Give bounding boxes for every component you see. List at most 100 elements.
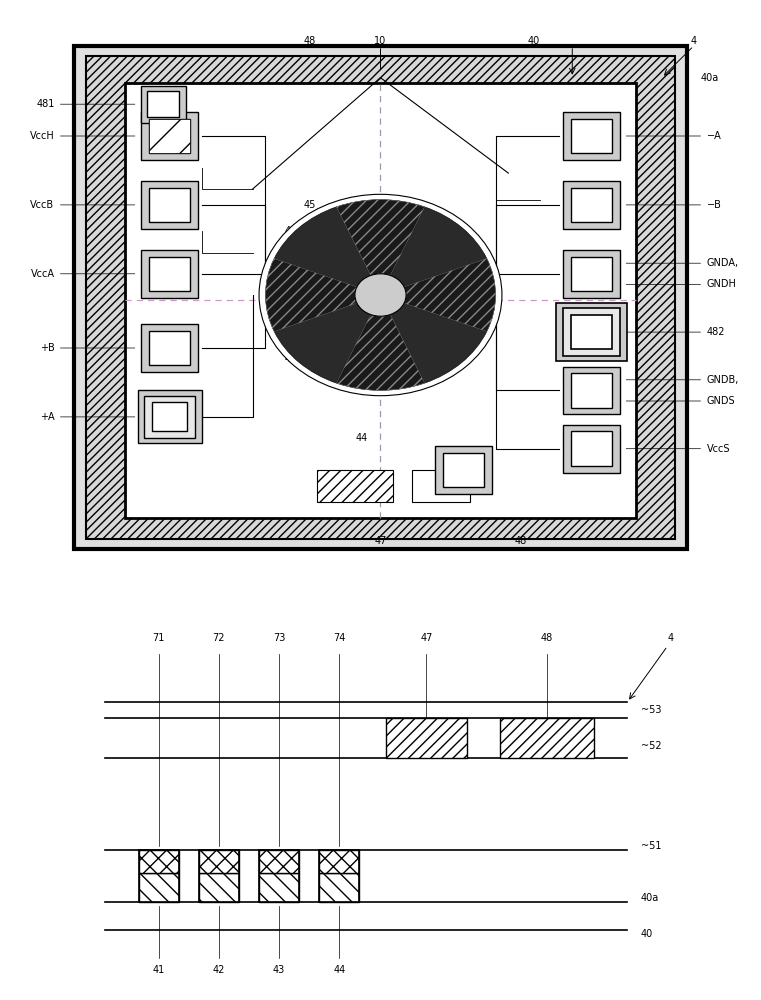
- Text: 41: 41: [266, 258, 278, 268]
- Circle shape: [259, 194, 502, 396]
- Bar: [199, 850, 239, 873]
- Bar: [149, 331, 190, 365]
- Circle shape: [355, 274, 406, 316]
- Wedge shape: [404, 258, 495, 332]
- Bar: [320, 850, 359, 873]
- Text: 48: 48: [515, 536, 527, 546]
- Text: +A: +A: [40, 412, 55, 422]
- Text: 74: 74: [333, 633, 345, 643]
- Text: +B: +B: [40, 343, 55, 353]
- Text: GNDA,: GNDA,: [706, 258, 739, 268]
- Bar: [149, 119, 190, 153]
- Text: 40: 40: [528, 36, 540, 46]
- Wedge shape: [336, 315, 425, 390]
- Text: VccS: VccS: [706, 444, 730, 454]
- Bar: [125, 83, 636, 518]
- Bar: [571, 315, 613, 349]
- Bar: [435, 446, 492, 494]
- Text: −B: −B: [706, 200, 721, 210]
- Text: 47: 47: [374, 536, 387, 546]
- Text: 48: 48: [541, 633, 553, 643]
- Bar: [141, 250, 199, 298]
- Bar: [443, 453, 484, 487]
- Bar: [149, 188, 190, 222]
- Bar: [562, 425, 620, 473]
- Text: 72: 72: [212, 633, 225, 643]
- Text: 73: 73: [273, 633, 285, 643]
- Bar: [562, 250, 620, 298]
- Bar: [259, 850, 299, 873]
- Bar: [138, 390, 202, 443]
- Bar: [141, 181, 199, 229]
- Wedge shape: [274, 303, 371, 383]
- Text: 47: 47: [420, 633, 433, 643]
- Text: 48: 48: [304, 36, 317, 46]
- Bar: [562, 308, 620, 356]
- Text: VccB: VccB: [30, 200, 55, 210]
- Bar: [320, 873, 359, 902]
- Text: 44: 44: [355, 433, 368, 443]
- Bar: [152, 402, 187, 431]
- Wedge shape: [390, 207, 487, 287]
- Text: 42: 42: [457, 253, 470, 263]
- Text: 44: 44: [333, 965, 345, 975]
- Bar: [139, 873, 179, 902]
- Wedge shape: [274, 207, 371, 287]
- Text: 10: 10: [374, 36, 387, 46]
- Text: ~53: ~53: [641, 705, 661, 715]
- Bar: [500, 718, 594, 758]
- Bar: [571, 119, 613, 153]
- Bar: [141, 324, 199, 372]
- Bar: [571, 373, 613, 408]
- Text: 43: 43: [419, 354, 431, 364]
- Bar: [571, 431, 613, 466]
- Text: 482: 482: [706, 327, 725, 337]
- Bar: [199, 850, 239, 902]
- Bar: [412, 470, 470, 502]
- Text: VccA: VccA: [30, 269, 55, 279]
- Wedge shape: [266, 258, 357, 332]
- Text: 42: 42: [285, 226, 298, 236]
- Text: GNDH: GNDH: [706, 279, 737, 289]
- Bar: [320, 850, 359, 902]
- Bar: [562, 112, 620, 160]
- Bar: [571, 257, 613, 291]
- Bar: [199, 873, 239, 902]
- Text: 4: 4: [667, 633, 673, 643]
- Text: −A: −A: [706, 131, 721, 141]
- Text: 40a: 40a: [641, 893, 659, 903]
- Bar: [139, 850, 179, 902]
- Text: 45: 45: [304, 200, 317, 210]
- Wedge shape: [390, 303, 487, 383]
- Text: VccH: VccH: [30, 131, 55, 141]
- Text: 43: 43: [285, 354, 297, 364]
- Bar: [149, 257, 190, 291]
- Bar: [149, 119, 190, 153]
- Bar: [317, 470, 393, 502]
- Text: 4: 4: [691, 36, 697, 46]
- Bar: [259, 873, 299, 902]
- Bar: [141, 112, 199, 160]
- Bar: [139, 850, 179, 873]
- Text: 40: 40: [641, 929, 653, 939]
- Text: ~51: ~51: [641, 841, 661, 851]
- Bar: [562, 181, 620, 229]
- Text: 71: 71: [152, 633, 165, 643]
- Bar: [387, 718, 466, 758]
- Text: 42: 42: [212, 965, 225, 975]
- Text: 41: 41: [152, 965, 164, 975]
- Text: ~52: ~52: [641, 741, 661, 751]
- Text: GNDB,: GNDB,: [706, 375, 739, 385]
- Text: 41: 41: [425, 211, 438, 221]
- Text: 44: 44: [272, 322, 285, 332]
- Text: GNDS: GNDS: [706, 396, 735, 406]
- Bar: [141, 86, 186, 123]
- Wedge shape: [336, 200, 425, 275]
- Text: 40a: 40a: [700, 73, 718, 83]
- Bar: [571, 188, 613, 222]
- Bar: [147, 91, 179, 117]
- Bar: [562, 367, 620, 414]
- Text: 481: 481: [36, 99, 55, 109]
- Bar: [556, 303, 626, 361]
- Bar: [259, 850, 299, 902]
